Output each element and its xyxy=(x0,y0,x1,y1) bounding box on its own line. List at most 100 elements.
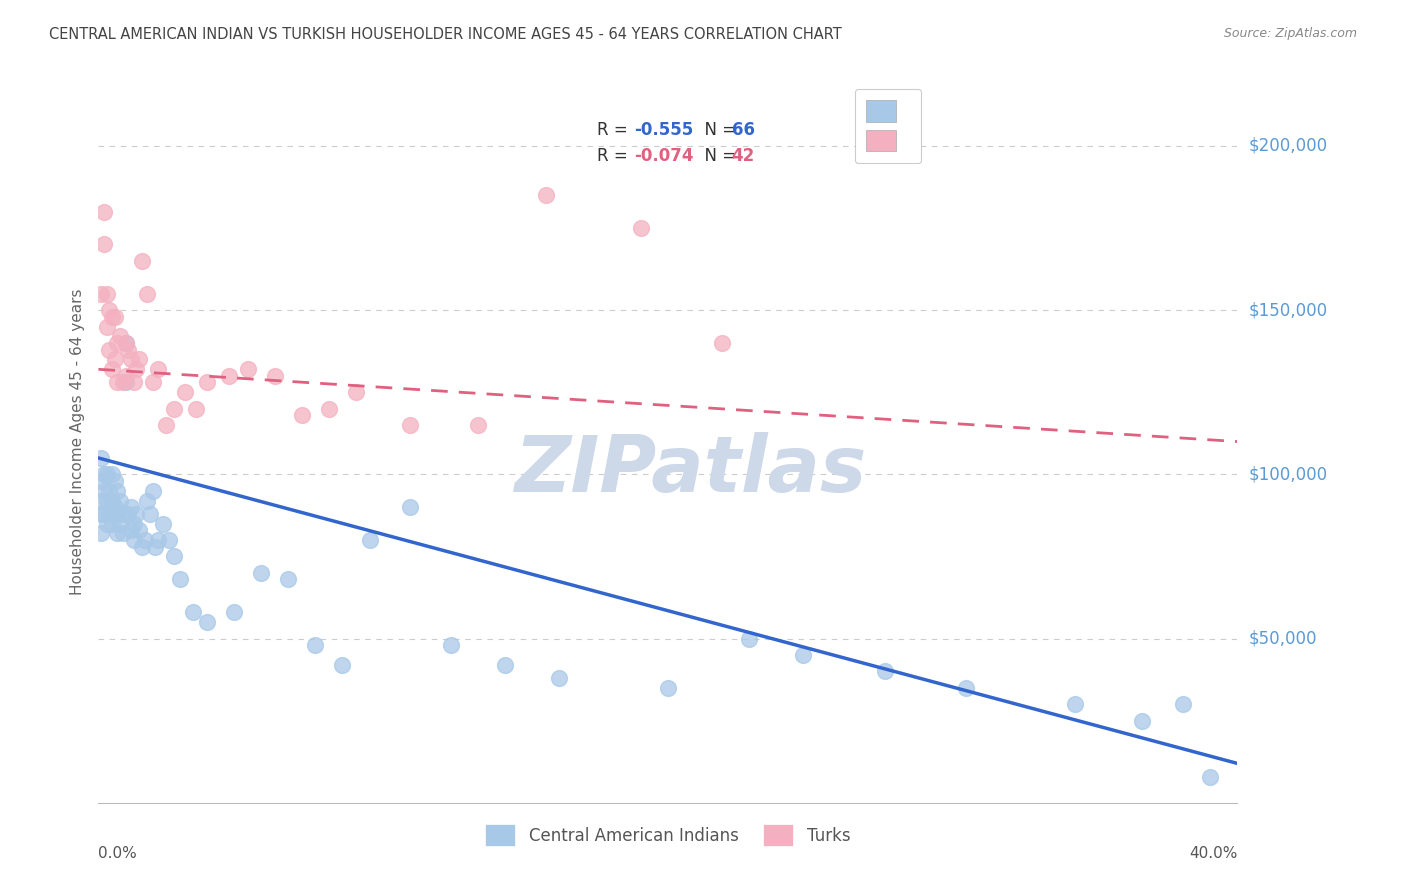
Point xyxy=(101,516,124,531)
Text: ZIPatlas: ZIPatlas xyxy=(515,433,866,508)
Point xyxy=(183,605,205,619)
Point xyxy=(399,500,422,515)
Point xyxy=(104,500,127,515)
Point xyxy=(277,573,299,587)
Point xyxy=(399,418,422,433)
Point xyxy=(101,362,124,376)
Point xyxy=(146,533,169,547)
Point xyxy=(163,549,186,564)
Point xyxy=(96,319,118,334)
Point xyxy=(96,516,118,531)
Point xyxy=(152,516,174,531)
Point xyxy=(114,336,136,351)
Text: $50,000: $50,000 xyxy=(1249,630,1317,648)
Point xyxy=(122,533,145,547)
Point xyxy=(134,533,156,547)
Point xyxy=(467,418,489,433)
Point xyxy=(792,648,814,662)
Point xyxy=(104,310,127,324)
Point xyxy=(104,352,127,367)
Point xyxy=(195,376,218,390)
Point xyxy=(332,657,354,672)
Point xyxy=(98,343,121,357)
Point xyxy=(117,507,139,521)
Text: -0.555: -0.555 xyxy=(634,121,693,139)
Point xyxy=(145,540,167,554)
Point xyxy=(90,450,112,465)
Point xyxy=(125,507,148,521)
Point xyxy=(318,401,340,416)
Point xyxy=(128,523,150,537)
Text: -0.074: -0.074 xyxy=(634,147,693,165)
Point xyxy=(90,474,112,488)
Point xyxy=(174,385,197,400)
Point xyxy=(250,566,273,580)
Point xyxy=(122,516,145,531)
Point xyxy=(96,493,118,508)
Text: 0.0%: 0.0% xyxy=(98,847,138,861)
Text: CENTRAL AMERICAN INDIAN VS TURKISH HOUSEHOLDER INCOME AGES 45 - 64 YEARS CORRELA: CENTRAL AMERICAN INDIAN VS TURKISH HOUSE… xyxy=(49,27,842,42)
Point xyxy=(111,526,134,541)
Point xyxy=(1063,698,1085,712)
Point xyxy=(1199,770,1222,784)
Point xyxy=(98,507,121,521)
Point xyxy=(222,605,245,619)
Y-axis label: Householder Income Ages 45 - 64 years: Householder Income Ages 45 - 64 years xyxy=(69,288,84,595)
Point xyxy=(146,362,169,376)
Point xyxy=(122,376,145,390)
Text: $100,000: $100,000 xyxy=(1249,466,1327,483)
Point xyxy=(93,507,115,521)
Point xyxy=(136,493,159,508)
Point xyxy=(101,467,124,482)
Point xyxy=(93,483,115,498)
Point xyxy=(107,483,129,498)
Text: $150,000: $150,000 xyxy=(1249,301,1327,319)
Point xyxy=(548,671,571,685)
Point xyxy=(90,286,112,301)
Point xyxy=(291,409,314,423)
Text: 66: 66 xyxy=(731,121,755,139)
Point xyxy=(93,237,115,252)
Point xyxy=(131,540,153,554)
Point xyxy=(107,336,129,351)
Point xyxy=(96,286,118,301)
Point xyxy=(120,500,142,515)
Text: 40.0%: 40.0% xyxy=(1189,847,1237,861)
Text: Source: ZipAtlas.com: Source: ZipAtlas.com xyxy=(1223,27,1357,40)
Point xyxy=(630,221,652,235)
Point xyxy=(955,681,977,695)
Text: R =: R = xyxy=(598,147,633,165)
Point xyxy=(120,352,142,367)
Point xyxy=(128,352,150,367)
Text: 42: 42 xyxy=(731,147,755,165)
Point xyxy=(136,286,159,301)
Point xyxy=(657,681,679,695)
Point xyxy=(263,368,285,383)
Point xyxy=(163,401,186,416)
Legend: Central American Indians, Turks: Central American Indians, Turks xyxy=(475,814,860,856)
Point xyxy=(1171,698,1194,712)
Point xyxy=(108,329,131,343)
Point xyxy=(107,507,129,521)
Point xyxy=(111,507,134,521)
Text: N =: N = xyxy=(695,147,741,165)
Point xyxy=(90,493,112,508)
Point xyxy=(738,632,761,646)
Point xyxy=(218,368,240,383)
Point xyxy=(304,638,326,652)
Point xyxy=(90,526,112,541)
Point xyxy=(101,493,124,508)
Point xyxy=(111,376,134,390)
Point xyxy=(114,336,136,351)
Point xyxy=(344,385,367,400)
Point xyxy=(195,615,218,630)
Point xyxy=(131,253,153,268)
Point xyxy=(98,483,121,498)
Point xyxy=(107,376,129,390)
Point xyxy=(534,188,557,202)
Text: N =: N = xyxy=(695,121,741,139)
Point xyxy=(90,507,112,521)
Point xyxy=(139,507,162,521)
Point xyxy=(711,336,734,351)
Point xyxy=(101,310,124,324)
